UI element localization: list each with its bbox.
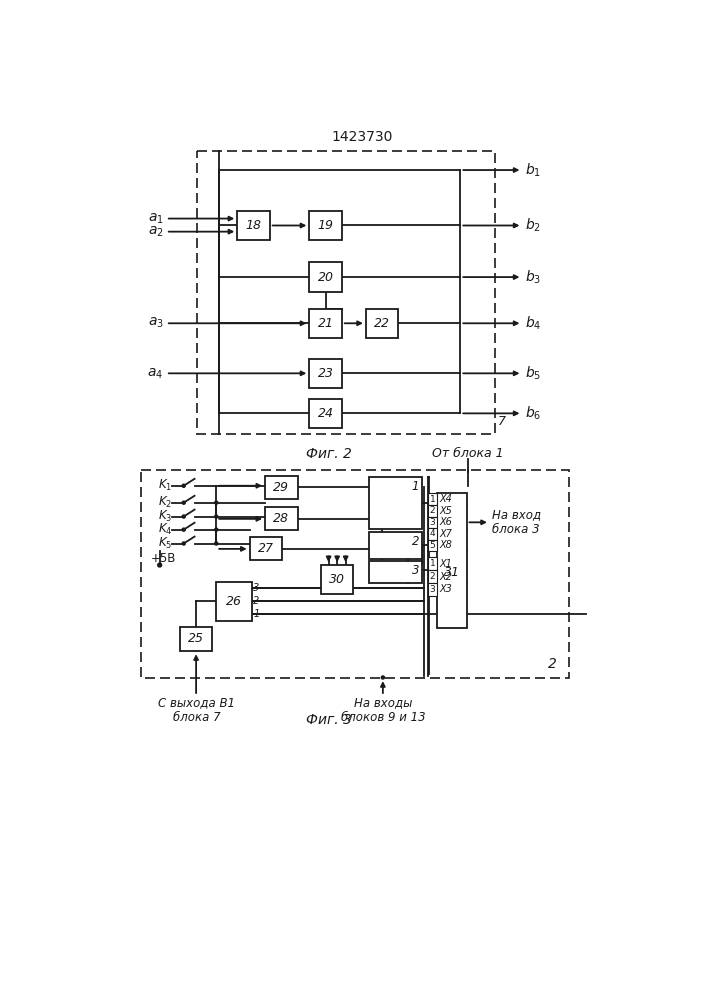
Bar bbox=[321, 565, 354, 594]
Text: X8: X8 bbox=[440, 540, 452, 550]
Bar bbox=[428, 505, 437, 517]
Bar bbox=[197, 151, 495, 434]
Text: X5: X5 bbox=[440, 506, 452, 516]
Text: 5: 5 bbox=[430, 541, 436, 550]
Text: 30: 30 bbox=[329, 573, 345, 586]
Text: 2: 2 bbox=[430, 572, 436, 581]
Text: 2: 2 bbox=[549, 657, 557, 671]
Bar bbox=[369, 477, 421, 529]
Text: 31: 31 bbox=[444, 566, 460, 579]
Text: Фиг. 2: Фиг. 2 bbox=[305, 447, 351, 461]
Text: X2: X2 bbox=[440, 572, 452, 582]
Text: 25: 25 bbox=[188, 632, 204, 645]
Text: 1: 1 bbox=[430, 495, 436, 504]
Bar bbox=[437, 493, 467, 628]
Text: $\mathit{b_1}$: $\mathit{b_1}$ bbox=[525, 161, 541, 179]
Bar bbox=[309, 211, 341, 240]
Bar bbox=[369, 532, 421, 559]
Bar bbox=[309, 262, 341, 292]
Text: 1: 1 bbox=[253, 609, 259, 619]
Bar bbox=[366, 309, 398, 338]
Bar bbox=[309, 359, 341, 388]
Circle shape bbox=[215, 542, 218, 545]
Bar bbox=[428, 540, 437, 551]
Circle shape bbox=[381, 676, 385, 679]
Text: 7: 7 bbox=[498, 415, 506, 428]
Text: 3: 3 bbox=[430, 518, 436, 527]
Bar bbox=[309, 309, 341, 338]
Text: 2: 2 bbox=[411, 535, 419, 548]
Text: На входы
блоков 9 и 13: На входы блоков 9 и 13 bbox=[341, 696, 425, 724]
Text: $\mathit{a_4}$: $\mathit{a_4}$ bbox=[148, 366, 163, 381]
Bar bbox=[309, 399, 341, 428]
Text: 3: 3 bbox=[253, 583, 259, 593]
Bar bbox=[216, 582, 252, 620]
Text: $\mathit{b_5}$: $\mathit{b_5}$ bbox=[525, 365, 541, 382]
Text: 22: 22 bbox=[374, 317, 390, 330]
Text: $\mathit{a_2}$: $\mathit{a_2}$ bbox=[148, 224, 163, 239]
Bar bbox=[428, 557, 437, 570]
Bar bbox=[180, 627, 212, 651]
Text: $\mathit{K_2}$: $\mathit{K_2}$ bbox=[158, 495, 173, 510]
Bar bbox=[428, 528, 437, 540]
Circle shape bbox=[215, 528, 218, 531]
Text: $\mathit{a_1}$: $\mathit{a_1}$ bbox=[148, 211, 163, 226]
Text: X6: X6 bbox=[440, 517, 452, 527]
Bar bbox=[428, 570, 437, 583]
Circle shape bbox=[215, 501, 218, 504]
Bar bbox=[265, 476, 298, 499]
Text: 3: 3 bbox=[411, 564, 419, 577]
Text: От блока 1: От блока 1 bbox=[432, 447, 504, 460]
Text: 29: 29 bbox=[274, 481, 289, 494]
Text: 19: 19 bbox=[317, 219, 334, 232]
Bar bbox=[265, 507, 298, 530]
Text: $\mathit{K_5}$: $\mathit{K_5}$ bbox=[158, 536, 173, 551]
Text: $\mathit{b_4}$: $\mathit{b_4}$ bbox=[525, 315, 541, 332]
Bar bbox=[428, 583, 437, 596]
Circle shape bbox=[182, 515, 185, 518]
Text: 28: 28 bbox=[274, 512, 289, 525]
Bar bbox=[141, 470, 569, 678]
Text: Фиг. 3: Фиг. 3 bbox=[305, 713, 351, 727]
Text: 20: 20 bbox=[317, 271, 334, 284]
Text: X7: X7 bbox=[440, 529, 452, 539]
Bar bbox=[237, 211, 270, 240]
Circle shape bbox=[182, 528, 185, 531]
Text: $\mathit{a_3}$: $\mathit{a_3}$ bbox=[148, 316, 163, 330]
Text: $\mathit{K_3}$: $\mathit{K_3}$ bbox=[158, 509, 173, 524]
Text: X4: X4 bbox=[440, 494, 452, 504]
Text: 1: 1 bbox=[411, 480, 419, 493]
Text: X3: X3 bbox=[440, 584, 452, 594]
Circle shape bbox=[158, 563, 162, 567]
Text: 21: 21 bbox=[317, 317, 334, 330]
Bar bbox=[369, 561, 421, 583]
Text: 2: 2 bbox=[430, 506, 436, 515]
Text: $\mathit{K_1}$: $\mathit{K_1}$ bbox=[158, 478, 173, 493]
Text: 1: 1 bbox=[430, 559, 436, 568]
Circle shape bbox=[215, 515, 218, 518]
Bar bbox=[250, 537, 282, 560]
Text: 1423730: 1423730 bbox=[332, 130, 392, 144]
Text: $\mathit{b_3}$: $\mathit{b_3}$ bbox=[525, 268, 541, 286]
Text: 3: 3 bbox=[430, 585, 436, 594]
Text: 2: 2 bbox=[253, 596, 259, 606]
Text: $\mathit{K_4}$: $\mathit{K_4}$ bbox=[158, 522, 173, 537]
Bar bbox=[428, 517, 437, 528]
Text: 24: 24 bbox=[317, 407, 334, 420]
Text: $\mathit{b_6}$: $\mathit{b_6}$ bbox=[525, 405, 541, 422]
Text: 27: 27 bbox=[258, 542, 274, 555]
Bar bbox=[428, 493, 437, 505]
Text: +5B: +5B bbox=[151, 552, 176, 565]
Text: 26: 26 bbox=[226, 595, 242, 608]
Text: 23: 23 bbox=[317, 367, 334, 380]
Text: 4: 4 bbox=[430, 529, 436, 538]
Text: $\mathit{b_2}$: $\mathit{b_2}$ bbox=[525, 217, 541, 234]
Text: С выхода В1
блока 7: С выхода В1 блока 7 bbox=[158, 696, 235, 724]
Text: На вход
блока 3: На вход блока 3 bbox=[492, 508, 542, 536]
Circle shape bbox=[182, 542, 185, 545]
Circle shape bbox=[182, 501, 185, 504]
Text: 18: 18 bbox=[245, 219, 262, 232]
Text: X1: X1 bbox=[440, 559, 452, 569]
Circle shape bbox=[182, 484, 185, 487]
